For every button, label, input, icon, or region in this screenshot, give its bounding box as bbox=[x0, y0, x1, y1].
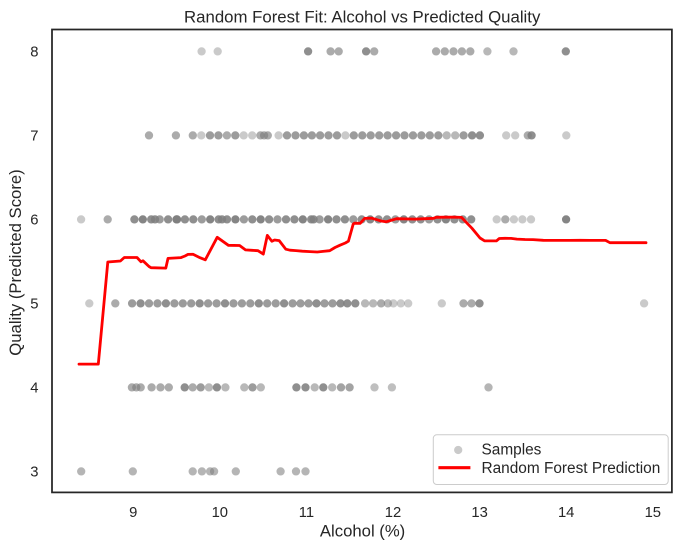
svg-text:15: 15 bbox=[645, 505, 661, 521]
svg-text:Alcohol (%): Alcohol (%) bbox=[320, 522, 405, 541]
svg-text:5: 5 bbox=[30, 297, 38, 313]
svg-text:10: 10 bbox=[212, 505, 228, 521]
svg-text:Random Forest Fit: Alcohol vs: Random Forest Fit: Alcohol vs Predicted … bbox=[184, 7, 541, 26]
svg-text:7: 7 bbox=[30, 129, 38, 145]
svg-text:8: 8 bbox=[30, 45, 38, 61]
svg-text:13: 13 bbox=[471, 505, 487, 521]
svg-text:11: 11 bbox=[299, 505, 314, 521]
svg-text:Samples: Samples bbox=[482, 441, 542, 458]
svg-text:14: 14 bbox=[558, 505, 574, 521]
svg-text:4: 4 bbox=[30, 381, 38, 397]
svg-text:12: 12 bbox=[385, 505, 401, 521]
svg-text:6: 6 bbox=[30, 213, 38, 229]
svg-text:9: 9 bbox=[129, 505, 137, 521]
svg-text:Random Forest Prediction: Random Forest Prediction bbox=[482, 460, 661, 477]
svg-text:3: 3 bbox=[30, 465, 38, 481]
svg-text:Quality (Predicted Score): Quality (Predicted Score) bbox=[6, 169, 25, 355]
